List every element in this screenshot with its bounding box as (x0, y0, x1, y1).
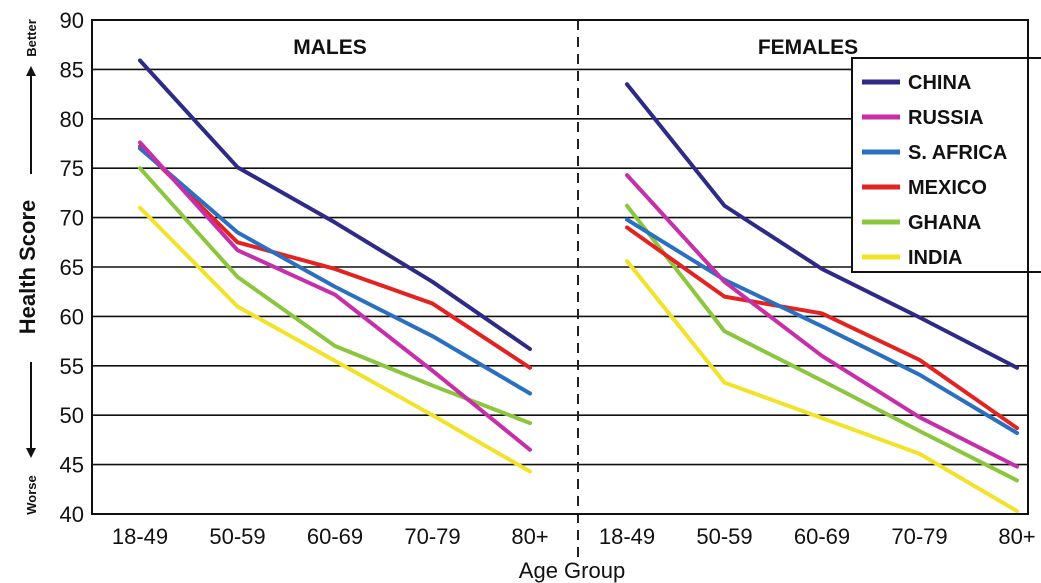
series-line-males-s-africa (138, 146, 532, 396)
x-tick-label: 18-49 (599, 524, 655, 549)
y-tick-label: 45 (60, 453, 84, 478)
series-line-males-russia (138, 140, 532, 452)
series-line-males-mexico (138, 144, 532, 370)
panel-title-females: FEMALES (758, 36, 858, 59)
x-tick-label: 70-79 (891, 524, 947, 549)
y-tick-label: 85 (60, 57, 84, 82)
series-line-females-s-africa (625, 217, 1019, 435)
series-line-males-china (138, 58, 532, 352)
x-tick-label: 60-69 (794, 524, 850, 549)
y-tick-label: 65 (60, 255, 84, 280)
y-axis-better-label: Better (24, 19, 39, 57)
panel-title-males: MALES (293, 36, 367, 59)
y-tick-label: 55 (60, 354, 84, 379)
series-line-females-mexico (625, 225, 1019, 431)
x-tick-label: 60-69 (307, 524, 363, 549)
series-layer (138, 58, 1019, 514)
x-tick-label: 50-59 (696, 524, 752, 549)
y-tick-label: 60 (60, 304, 84, 329)
tick-layer: 40 45 50 55 60 65 70 75 80 85 90 18-49 50-59 60-69 70-… (60, 8, 1036, 549)
x-tick-label: 80+ (998, 524, 1035, 549)
y-tick-label: 70 (60, 206, 84, 231)
x-tick-label: 80+ (511, 524, 548, 549)
legend: CHINA RUSSIA S. AFRICA MEXICO GHANA INDIA (851, 57, 1041, 273)
legend-label-ghana: GHANA (908, 212, 981, 234)
x-tick-label: 50-59 (209, 524, 265, 549)
series-line-females-ghana (625, 203, 1019, 483)
legend-label-india: INDIA (908, 247, 962, 269)
x-axis-title: Age Group (519, 558, 625, 583)
y-tick-label: 75 (60, 156, 84, 181)
legend-label-mexico: MEXICO (908, 177, 987, 199)
series-line-males-india (138, 205, 532, 474)
legend-label-s-africa: S. AFRICA (908, 142, 1007, 164)
legend-label-russia: RUSSIA (908, 107, 984, 129)
y-tick-label: 40 (60, 502, 84, 527)
legend-label-china: CHINA (908, 72, 971, 94)
y-tick-label: 80 (60, 107, 84, 132)
x-tick-label: 70-79 (404, 524, 460, 549)
plot-frame (91, 19, 1029, 515)
series-line-females-india (625, 259, 1019, 514)
x-tick-label: 18-49 (112, 524, 168, 549)
series-line-females-russia (625, 173, 1019, 469)
y-axis-worse-arrowhead (26, 448, 36, 458)
series-line-females-china (625, 82, 1019, 370)
y-tick-label: 50 (60, 403, 84, 428)
y-axis-title: Health Score (15, 200, 40, 335)
y-axis-better-arrowhead (26, 66, 36, 76)
y-tick-label: 90 (60, 8, 84, 33)
y-axis-worse-label: Worse (24, 475, 39, 515)
y-axis-title-group: Health Score Better Worse (15, 19, 40, 515)
legend-box (851, 57, 1041, 273)
